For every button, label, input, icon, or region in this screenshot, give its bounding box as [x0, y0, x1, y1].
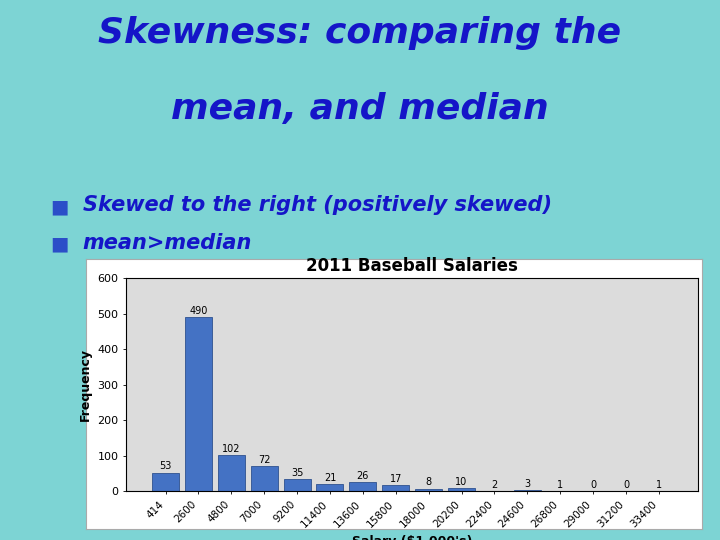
Bar: [185, 317, 212, 491]
Bar: [152, 472, 179, 491]
Text: 2: 2: [491, 480, 498, 490]
Bar: [317, 484, 343, 491]
Text: 8: 8: [426, 477, 432, 488]
Text: ■: ■: [50, 235, 69, 254]
Text: 72: 72: [258, 455, 271, 465]
Text: 53: 53: [159, 462, 171, 471]
Text: ■: ■: [50, 197, 69, 216]
Text: 1: 1: [656, 480, 662, 490]
Text: 10: 10: [456, 477, 468, 487]
Title: 2011 Baseball Salaries: 2011 Baseball Salaries: [306, 257, 518, 275]
Text: 26: 26: [356, 471, 369, 481]
Bar: [448, 488, 475, 491]
Bar: [382, 485, 409, 491]
Text: mean>median: mean>median: [83, 233, 252, 253]
Text: 3: 3: [524, 480, 531, 489]
Text: Skewness: comparing the: Skewness: comparing the: [99, 16, 621, 50]
Bar: [284, 479, 310, 491]
Bar: [415, 489, 442, 491]
Bar: [251, 466, 278, 491]
Text: 21: 21: [324, 473, 336, 483]
Text: 0: 0: [590, 481, 596, 490]
Text: Skewed to the right (positively skewed): Skewed to the right (positively skewed): [83, 195, 552, 215]
Text: 0: 0: [623, 481, 629, 490]
Text: 17: 17: [390, 474, 402, 484]
Bar: [349, 482, 377, 491]
Bar: [218, 455, 245, 491]
Y-axis label: Frequency: Frequency: [78, 348, 91, 421]
Text: 490: 490: [189, 306, 207, 316]
Text: 35: 35: [291, 468, 303, 478]
Text: 102: 102: [222, 444, 240, 454]
X-axis label: Salary ($1,000's): Salary ($1,000's): [352, 535, 472, 540]
Text: 1: 1: [557, 480, 563, 490]
Bar: [514, 490, 541, 491]
Text: mean, and median: mean, and median: [171, 92, 549, 126]
